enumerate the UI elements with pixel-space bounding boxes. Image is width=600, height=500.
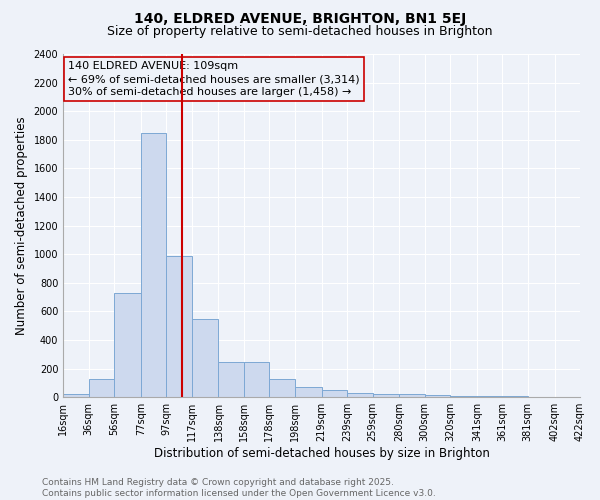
Bar bbox=[89, 378, 114, 397]
Bar bbox=[141, 134, 166, 397]
Bar bbox=[477, 396, 502, 397]
Bar bbox=[114, 293, 141, 397]
Text: Contains HM Land Registry data © Crown copyright and database right 2025.
Contai: Contains HM Land Registry data © Crown c… bbox=[42, 478, 436, 498]
Bar bbox=[63, 394, 89, 397]
Bar bbox=[244, 362, 269, 397]
Bar bbox=[322, 390, 347, 397]
Text: 140 ELDRED AVENUE: 109sqm
← 69% of semi-detached houses are smaller (3,314)
30% : 140 ELDRED AVENUE: 109sqm ← 69% of semi-… bbox=[68, 61, 360, 98]
Bar bbox=[192, 318, 218, 397]
Bar bbox=[347, 393, 373, 397]
Bar bbox=[269, 378, 295, 397]
Bar bbox=[425, 396, 450, 397]
Text: Size of property relative to semi-detached houses in Brighton: Size of property relative to semi-detach… bbox=[107, 25, 493, 38]
Bar bbox=[166, 256, 192, 397]
Bar bbox=[502, 396, 528, 397]
Text: 140, ELDRED AVENUE, BRIGHTON, BN1 5EJ: 140, ELDRED AVENUE, BRIGHTON, BN1 5EJ bbox=[134, 12, 466, 26]
Y-axis label: Number of semi-detached properties: Number of semi-detached properties bbox=[15, 116, 28, 335]
Bar bbox=[218, 362, 244, 397]
X-axis label: Distribution of semi-detached houses by size in Brighton: Distribution of semi-detached houses by … bbox=[154, 447, 490, 460]
Bar bbox=[399, 394, 425, 397]
Bar bbox=[528, 396, 554, 397]
Bar bbox=[295, 387, 322, 397]
Bar bbox=[450, 396, 477, 397]
Bar bbox=[373, 394, 399, 397]
